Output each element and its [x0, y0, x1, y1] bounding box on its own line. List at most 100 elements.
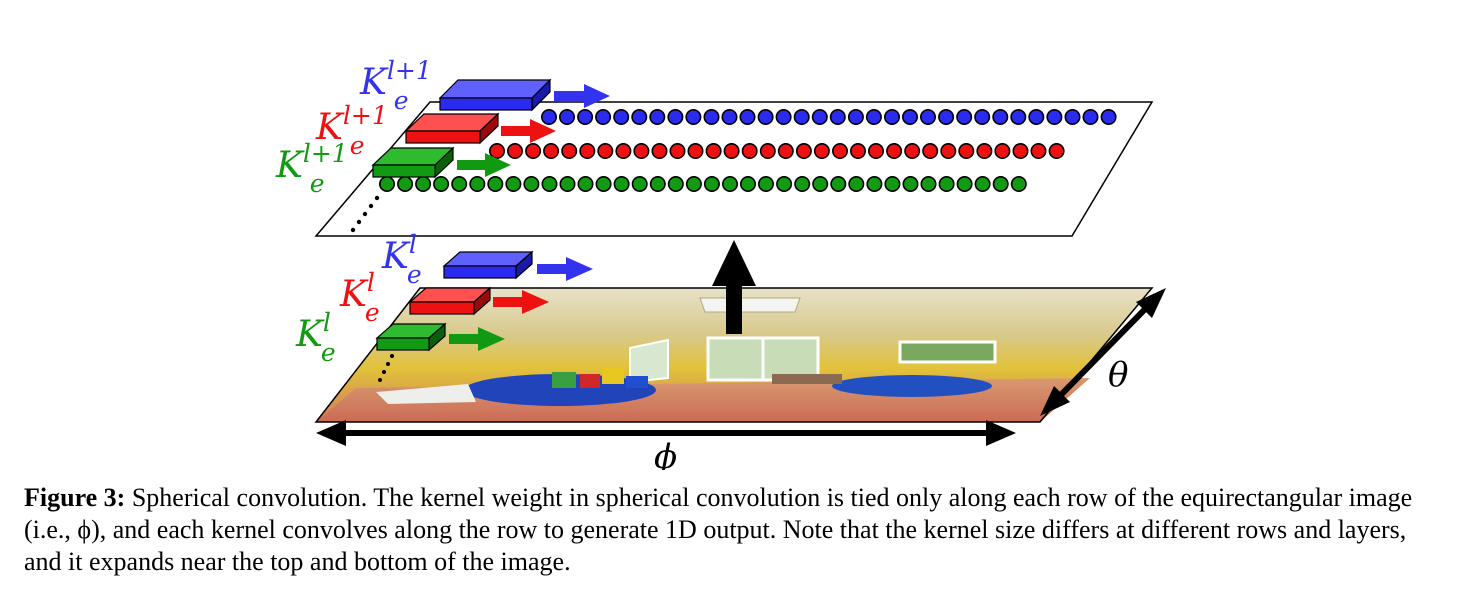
theta-axis-arrow: [1040, 288, 1166, 416]
output-dot: [794, 176, 811, 193]
output-dot: [776, 176, 793, 193]
output-dot: [506, 143, 523, 160]
output-dot: [974, 176, 991, 193]
output-dot: [883, 109, 900, 126]
label-lower-blue: Kl e: [381, 230, 422, 289]
output-dot: [849, 143, 866, 160]
output-dot: [759, 143, 776, 160]
output-dot: [577, 176, 594, 193]
label-upper-red: Kl+1 e: [315, 101, 388, 160]
output-dot: [669, 143, 686, 160]
output-dot: [865, 109, 882, 126]
output-dot: [956, 109, 973, 126]
output-dot: [579, 143, 596, 160]
output-dot: [976, 143, 993, 160]
toy-block-green: [552, 372, 576, 388]
output-dot: [649, 109, 666, 126]
output-dot: [487, 176, 504, 193]
phi-axis-arrow: [316, 420, 1016, 446]
lower-blue-arrow: [537, 257, 593, 281]
output-dot: [687, 143, 704, 160]
upper-red-kernel: [404, 112, 500, 145]
lower-red-kernel: [408, 286, 492, 316]
output-dot: [543, 143, 560, 160]
lower-green-kernel: [375, 322, 447, 352]
output-dot: [633, 143, 650, 160]
output-dot: [1010, 109, 1027, 126]
shelf: [772, 374, 842, 384]
lower-red-arrow: [493, 290, 549, 314]
output-dot: [884, 176, 901, 193]
output-dot: [920, 176, 937, 193]
label-lower-green: Kl e: [295, 308, 336, 367]
output-dot: [685, 176, 702, 193]
output-dot: [703, 176, 720, 193]
output-dot: [886, 143, 903, 160]
output-dot: [595, 176, 612, 193]
output-dot: [523, 176, 540, 193]
output-dot: [613, 176, 630, 193]
output-dot: [525, 143, 542, 160]
output-dot: [866, 176, 883, 193]
output-dot: [1028, 109, 1045, 126]
lower-ellipsis: [378, 354, 394, 382]
output-dot: [415, 176, 432, 193]
upper-green-kernel: [371, 146, 455, 179]
output-dot: [577, 109, 594, 126]
upper-ellipsis: [350, 195, 380, 233]
output-dot: [811, 109, 828, 126]
output-dot: [613, 109, 630, 126]
label-upper-blue: Kl+1 e: [359, 56, 432, 115]
output-dot: [561, 143, 578, 160]
window-right: [898, 340, 997, 364]
output-dot: [992, 109, 1009, 126]
output-dot: [1064, 109, 1081, 126]
output-dot: [597, 143, 614, 160]
output-dot: [757, 176, 774, 193]
output-dot: [757, 109, 774, 126]
red-output-row: [488, 143, 1065, 160]
output-dot: [488, 143, 505, 160]
output-dot: [777, 143, 794, 160]
output-dot: [940, 143, 957, 160]
layer-up-arrow: [712, 240, 756, 334]
output-dot: [1012, 143, 1029, 160]
output-dot: [992, 176, 1009, 193]
output-dot: [847, 109, 864, 126]
upper-red-arrow: [501, 119, 556, 143]
output-dot: [703, 109, 720, 126]
toy-block-yellow: [602, 368, 624, 384]
label-upper-green: Kl+1 e: [275, 139, 348, 198]
output-dot: [451, 176, 468, 193]
output-dot: [651, 143, 668, 160]
caption-text: Spherical convolution. The kernel weight…: [24, 483, 1413, 576]
output-dot: [1048, 143, 1065, 160]
output-dot: [705, 143, 722, 160]
output-dot: [829, 109, 846, 126]
output-dot: [813, 143, 830, 160]
output-dot: [685, 109, 702, 126]
equirectangular-image-plane: [314, 287, 1154, 423]
output-dot: [595, 109, 612, 126]
output-dot: [433, 176, 450, 193]
upper-kernel-labels: Kl+1 e Kl+1 e Kl+1 e: [275, 56, 432, 198]
output-dot: [559, 176, 576, 193]
output-dot: [558, 109, 575, 126]
output-dot: [1082, 109, 1099, 126]
output-dot: [378, 176, 395, 193]
output-dot: [938, 176, 955, 193]
output-dot: [631, 109, 648, 126]
output-dot: [649, 176, 666, 193]
output-dot: [741, 143, 758, 160]
output-dot: [938, 109, 955, 126]
theta-label: θ: [1108, 355, 1128, 395]
output-dot: [775, 109, 792, 126]
output-dot: [919, 109, 936, 126]
label-lower-red: Kl e: [339, 268, 380, 327]
cushions: [376, 384, 476, 404]
output-dot: [831, 143, 848, 160]
lower-green-arrow: [449, 327, 505, 351]
spherical-convolution-diagram: Kl+1 e Kl+1 e Kl+1 e: [275, 56, 1166, 470]
toy-block-blue: [626, 376, 648, 388]
phi-label: ϕ: [654, 437, 677, 470]
